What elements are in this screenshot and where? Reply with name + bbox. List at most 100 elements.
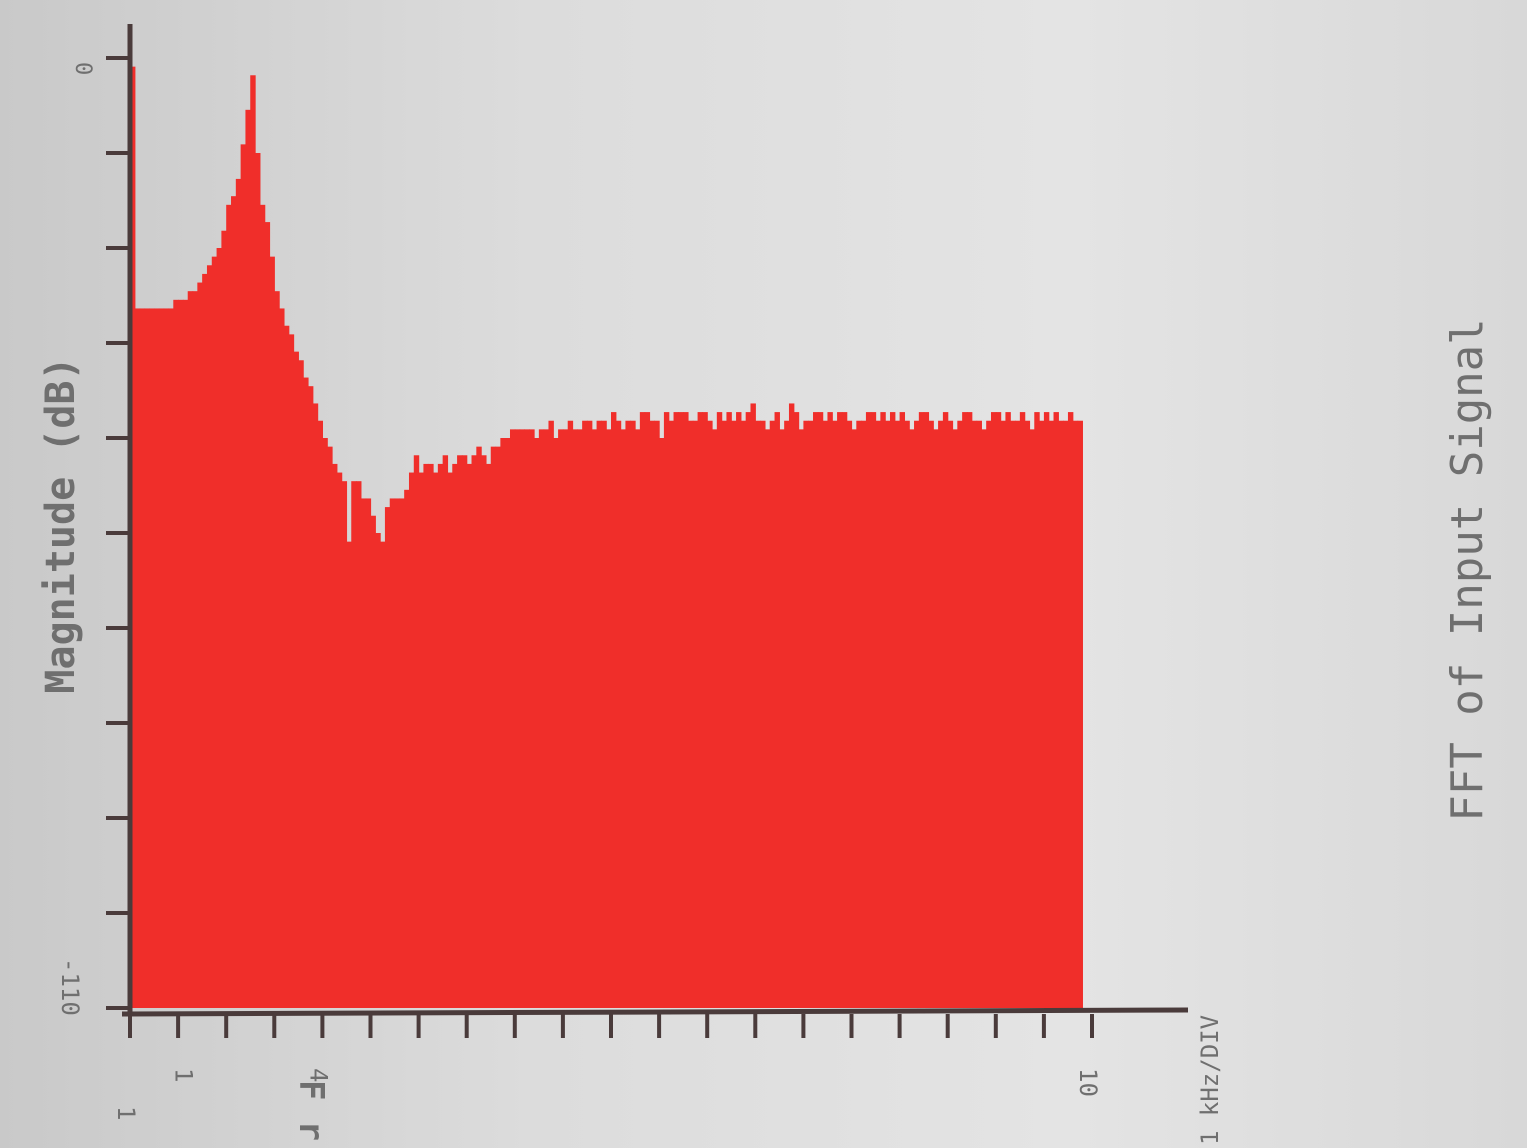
spectrum-bar — [332, 463, 338, 1008]
spectrum-bar — [442, 455, 449, 1008]
spectrum-bar — [423, 463, 429, 1008]
spectrum-bar — [197, 282, 203, 1008]
spectrum-bar — [413, 455, 420, 1008]
spectrum-bar — [168, 308, 174, 1008]
spectrum-bar — [745, 412, 752, 1009]
spectrum-bar — [928, 420, 934, 1009]
spectrum-bar — [158, 308, 165, 1008]
spectrum-bar — [793, 412, 800, 1009]
spectrum-bar — [173, 299, 179, 1008]
spectrum-bar — [408, 472, 415, 1008]
spectrum-bar — [206, 265, 213, 1008]
spectrum-bar — [351, 481, 357, 1008]
spectrum-bar — [293, 351, 299, 1008]
spectrum-bar — [1043, 412, 1050, 1009]
spectrum-bar — [500, 438, 506, 1008]
spectrum-bar — [437, 463, 444, 1008]
spectrum-bar — [1048, 420, 1055, 1009]
spectrum-bar — [822, 420, 829, 1009]
spectrum-bar — [283, 325, 290, 1009]
spectrum-bar — [457, 455, 463, 1008]
x-axis-label: Frequency (kHz) — [291, 1080, 331, 1148]
spectrum-bar — [846, 420, 853, 1009]
spectrum-bar — [466, 463, 473, 1008]
spectrum-bar — [1005, 412, 1011, 1009]
spectrum-bar — [505, 438, 511, 1008]
spectrum-bar — [317, 420, 323, 1009]
spectrum-bar — [952, 429, 958, 1008]
spectrum-bar — [226, 204, 232, 1008]
spectrum-bar — [1024, 420, 1031, 1009]
spectrum-bar — [663, 412, 670, 1009]
spectrum-bar — [971, 420, 978, 1009]
spectrum-bar — [216, 248, 222, 1008]
spectrum-bar — [327, 446, 333, 1008]
spectrum-bar — [447, 472, 453, 1008]
spectrum-bar — [880, 412, 886, 1009]
spectrum-bar — [250, 75, 256, 1008]
spectrum-bar — [1039, 420, 1045, 1009]
spectrum-bar — [221, 230, 227, 1009]
spectrum-bar — [1058, 420, 1064, 1009]
spectrum-bar — [779, 429, 785, 1008]
spectrum-bar — [909, 429, 915, 1008]
spectrum-bar — [389, 498, 396, 1008]
spectrum-bar — [659, 438, 665, 1008]
spectrum-bar — [726, 412, 732, 1009]
spectrum-bar — [375, 533, 381, 1008]
spectrum-bar — [476, 446, 482, 1008]
spectrum-bar — [231, 196, 237, 1008]
spectrum-bar — [788, 403, 795, 1008]
chart-axes — [106, 24, 1189, 1038]
spectrum-bar — [635, 429, 641, 1008]
spectrum-bar — [942, 412, 949, 1009]
chart-title: FFT of Input Signal — [1442, 318, 1493, 821]
spectrum-bar — [1077, 420, 1083, 1009]
spectrum-bar — [755, 420, 761, 1009]
spectrum-bar — [567, 420, 574, 1009]
spectrum-bar — [259, 204, 266, 1008]
spectrum-bar — [490, 446, 497, 1008]
spectrum-bar — [154, 308, 160, 1008]
x-axis-line — [121, 1007, 1189, 1017]
spectrum-bar — [461, 455, 468, 1008]
spectrum-bar — [923, 412, 930, 1009]
y-tick-label-top: 0 — [70, 62, 95, 75]
spectrum-bar — [187, 291, 194, 1008]
spectrum-bar — [553, 438, 559, 1008]
spectrum-bar — [966, 412, 973, 1009]
spectrum-bar — [495, 446, 501, 1008]
spectrum-bar — [736, 412, 742, 1009]
spectrum-bar — [274, 291, 280, 1008]
spectrum-bar — [697, 412, 703, 1009]
spectrum-bar — [433, 472, 439, 1008]
spectrum-bar — [649, 420, 655, 1009]
spectrum-bar — [817, 412, 824, 1009]
x-tick-label: 1 — [112, 1106, 140, 1120]
spectrum-bar — [548, 420, 554, 1009]
spectrum-bar — [606, 429, 612, 1008]
spectrum-bar — [509, 429, 516, 1008]
spectrum-bar — [976, 420, 982, 1009]
spectrum-bar — [572, 429, 578, 1008]
spectrum-bar — [1072, 420, 1079, 1009]
spectrum-bar — [130, 66, 136, 1008]
spectrum-bar — [370, 515, 376, 1008]
spectrum-bar — [760, 420, 766, 1009]
spectrum-bar — [452, 463, 458, 1008]
spectrum-bar — [543, 429, 550, 1008]
spectrum-bar — [428, 463, 434, 1008]
spectrum-bar — [380, 541, 386, 1008]
spectrum-bar — [211, 256, 218, 1008]
spectrum-bar — [1063, 420, 1069, 1009]
spectrum-bar — [1019, 412, 1026, 1009]
spectrum-bar — [514, 429, 521, 1008]
spectrum-bar — [139, 308, 146, 1008]
spectrum-bar — [163, 308, 170, 1008]
spectrum-bar — [534, 438, 540, 1008]
spectrum-bar — [885, 420, 891, 1009]
y-axis-label: Magnitude (dB) — [38, 356, 84, 693]
spectrum-bar — [485, 463, 492, 1008]
spectrum-bar — [178, 299, 184, 1008]
